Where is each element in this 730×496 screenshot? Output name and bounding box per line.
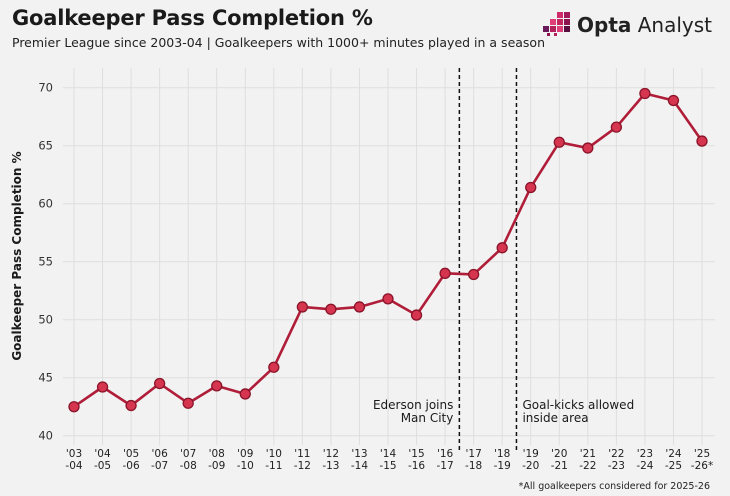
x-tick-label: '16 -17 [437,448,454,472]
data-point [553,136,565,148]
x-tick-label: '10 -11 [265,448,282,472]
x-tick-label: '19 -20 [522,448,539,472]
y-tick-label: 45 [38,371,53,385]
y-tick-label: 40 [38,429,53,443]
y-tick-label: 65 [38,139,53,153]
y-axis: 40 45 50 55 60 65 70 [38,81,53,443]
data-point [696,135,708,147]
data-point [353,301,366,313]
annotation-label: Ederson joins Man City [373,398,453,425]
x-tick-label: '04 -05 [94,448,111,472]
x-tick-label: '09 -10 [237,448,254,472]
data-point [525,181,537,194]
data-point [268,361,280,373]
chart-title: Goalkeeper Pass Completion % [12,6,373,30]
data-point [96,381,109,393]
data-point [667,94,680,107]
data-point [639,87,651,100]
x-tick-label: '25 -26* [691,448,713,472]
chart-subtitle: Premier League since 2003-04 | Goalkeepe… [12,35,545,50]
data-point [496,242,508,254]
data-point [68,401,80,413]
x-tick-label: '18 -19 [494,448,511,472]
x-tick-label: '03 -04 [65,448,82,472]
x-tick-label: '17 -18 [465,448,482,472]
y-tick-label: 50 [38,313,53,327]
data-point [382,293,394,305]
x-tick-label: '14 -15 [379,448,396,472]
x-tick-label: '24 -25 [665,448,682,472]
data-point [239,388,251,400]
x-tick-label: '22 -23 [608,448,625,472]
annotations: Ederson joins Man City Goal-kicks allowed i… [373,68,634,451]
data-point [467,268,480,281]
x-tick-label: '11 -12 [294,448,311,472]
opta-logo-icon [543,12,570,36]
grid-lines [63,68,715,445]
x-tick-label: '21 -22 [579,448,596,472]
x-tick-label: '05 -06 [123,448,140,472]
logo-text: Opta Analyst [577,13,712,37]
data-point [153,377,166,390]
opta-analyst-logo: Opta Analyst [543,12,712,38]
data-point [439,267,451,279]
data-point [211,380,223,392]
y-tick-label: 55 [38,255,53,269]
y-axis-label: Goalkeeper Pass Completion % [10,151,24,360]
x-tick-label: '13 -14 [351,448,368,472]
data-point [296,301,309,313]
data-point [182,397,194,409]
data-point [582,142,594,154]
series [68,87,708,413]
data-point [410,309,423,321]
data-point [610,121,623,133]
x-tick-label: '06 -07 [151,448,168,472]
x-tick-label: '15 -16 [408,448,425,472]
x-tick-label: '08 -09 [208,448,225,472]
x-tick-label: '12 -13 [322,448,339,472]
data-point [125,399,137,412]
y-tick-label: 60 [38,197,53,211]
x-axis: '03 -04 '04 -05 '05 -06 '06 -07 '07 -08 '08 -09 '09-… [65,448,713,472]
annotation-label: Goal-kicks allowed inside area [522,398,634,425]
footnote: *All goalkeepers considered for 2025-26 [518,481,710,492]
y-tick-label: 70 [38,81,53,95]
x-tick-label: '20 -21 [551,448,568,472]
x-tick-label: '07 -08 [180,448,197,472]
x-tick-label: '23 -24 [636,448,653,472]
data-point [325,303,337,315]
